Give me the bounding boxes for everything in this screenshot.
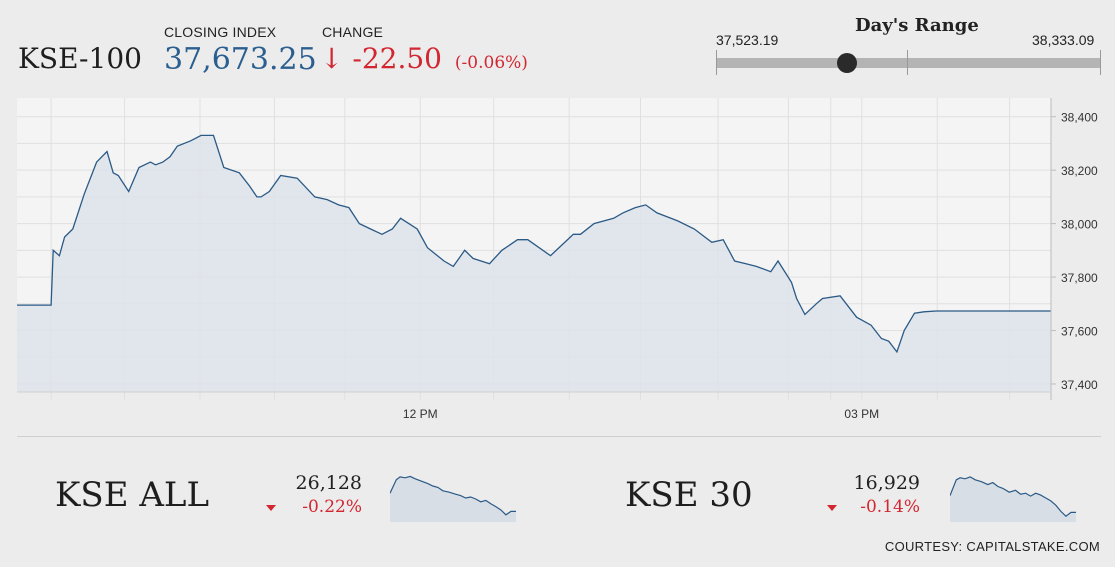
y-tick-label: 37,800	[1061, 271, 1098, 285]
days-range-title: Day's Range	[855, 15, 979, 36]
days-range-high: 38,333.09	[1032, 32, 1095, 48]
series-line	[17, 134, 1051, 354]
kse-30-sparkline	[950, 476, 1076, 522]
change-label: CHANGE	[322, 24, 384, 40]
days-range-knob	[837, 53, 858, 73]
kse-30-down-icon	[827, 505, 837, 511]
down-arrow-icon: ↓	[320, 42, 344, 75]
range-tick-right	[1100, 50, 1101, 75]
change-display: ↓ -22.50 (-0.06%)	[320, 42, 528, 75]
kse-all-sparkline	[390, 475, 516, 522]
kse-all-value: 26,128	[295, 472, 362, 494]
closing-index-label: CLOSING INDEX	[164, 24, 277, 40]
days-range-low: 37,523.19	[716, 32, 779, 48]
x-tick-label: 03 PM	[844, 407, 879, 420]
kse-all-name: KSE ALL	[55, 475, 210, 515]
section-divider	[17, 436, 1101, 437]
days-range-track	[716, 58, 1101, 68]
y-tick-label: 38,200	[1061, 164, 1098, 178]
range-tick-left	[716, 50, 717, 75]
kse-30-value: 16,929	[853, 472, 920, 494]
kse-all-change: -0.22%	[302, 497, 362, 517]
x-tick-label: 12 PM	[403, 407, 438, 420]
area-fill	[17, 135, 1051, 392]
sparkline-line	[390, 475, 516, 516]
kse100-intraday-chart: 37,400 37,600 37,800 38,000 38,200 38,400 12 P…	[17, 98, 1098, 420]
y-tick-label: 38,000	[1061, 218, 1098, 232]
sparkline-fill	[950, 476, 1076, 522]
kse-30-change: -0.14%	[860, 497, 920, 517]
y-tick-label: 38,400	[1061, 111, 1098, 125]
y-tick-label: 37,600	[1061, 325, 1098, 339]
courtesy-credit: COURTESY: CAPITALSTAKE.COM	[884, 539, 1100, 554]
change-percent: (-0.06%)	[454, 53, 528, 73]
y-tick-label: 37,400	[1061, 378, 1098, 392]
change-value: -22.50	[352, 42, 442, 75]
index-name: KSE-100	[18, 42, 142, 75]
sparkline-fill	[390, 476, 516, 522]
sparkline-line	[950, 476, 1076, 517]
range-tick-mid	[907, 50, 908, 75]
kse-all-down-icon	[266, 505, 276, 511]
kse-30-name: KSE 30	[625, 475, 753, 515]
closing-index-value: 37,673.25	[164, 42, 317, 77]
